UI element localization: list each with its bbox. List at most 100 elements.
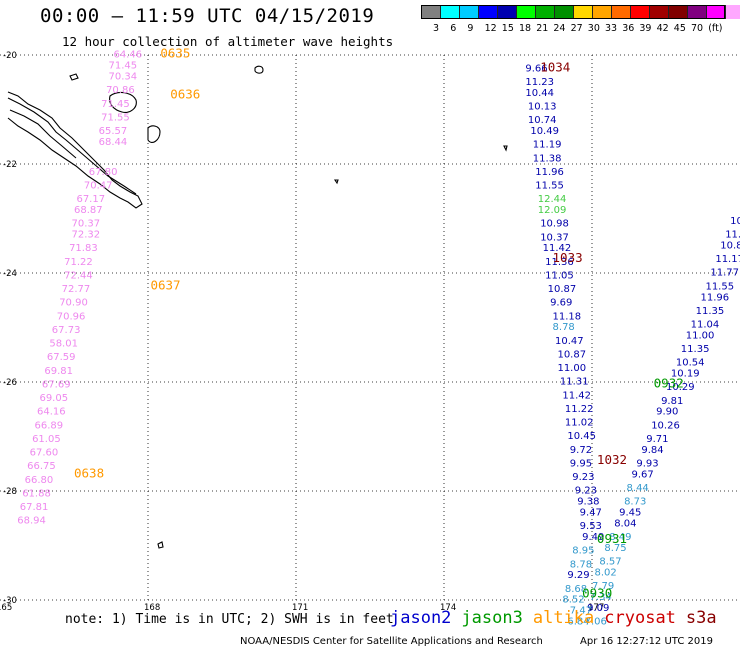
color-swatch-11 [630, 5, 649, 19]
chart-title: 00:00 — 11:59 UTC 04/15/2019 [40, 5, 375, 27]
color-swatch-16 [725, 5, 740, 19]
s3a-obs-27: 11.02 [565, 418, 594, 429]
s3a-obs-28: 10.45 [567, 431, 596, 442]
s3a-obs-33: 9.38 [577, 497, 599, 508]
s3a-obs-36: 9.49 [582, 532, 604, 543]
altika-obs-26: 64.16 [37, 407, 66, 418]
jason3-obs-27: 8.57 [599, 557, 621, 568]
jason3-obs-26: 8.75 [604, 543, 626, 554]
reef-outline [7, 97, 137, 195]
jason3-obs-13: 10.29 [666, 382, 695, 393]
altika-obs-0: 64.46 [113, 50, 142, 61]
loyalty-island-2 [147, 125, 161, 143]
altika-obs-23: 69.81 [44, 366, 73, 377]
s3a-obs-15: 11.36 [545, 257, 574, 268]
altika-obs-10: 67.17 [76, 194, 105, 205]
altika-obs-13: 72.32 [72, 230, 101, 241]
s3a-obs-3: 10.13 [528, 102, 557, 113]
s3a-obs-7: 11.38 [533, 153, 562, 164]
satellite-legend: jason2 jason3 altika cryosat s3a [390, 608, 727, 628]
s3a-obs-31: 9.23 [572, 472, 594, 483]
color-tick-label-0: 3 [433, 23, 440, 34]
jason3-obs-28: 8.02 [594, 567, 616, 578]
altika-obs-11: 68.87 [74, 205, 103, 216]
s3a-obs-2: 10.44 [525, 88, 554, 99]
jason3-obs-10: 11.35 [681, 344, 710, 355]
s3a-obs-37: 8.95 [572, 546, 594, 557]
jason3-obs-29: 7.79 [592, 581, 614, 592]
x-tick-label-4: 177 [588, 603, 604, 613]
reef-outline-2 [9, 109, 77, 159]
altika-obs-1: 71.45 [109, 61, 138, 72]
altika-obs-28: 61.05 [32, 434, 61, 445]
s3a-obs-13: 10.37 [540, 232, 569, 243]
s3a-obs-24: 11.31 [560, 377, 589, 388]
satellite-legend-altika: altika [532, 608, 595, 628]
satellite-legend-jason2: jason2 [390, 608, 452, 628]
s3a-obs-1: 11.23 [525, 77, 554, 88]
x-tick-label-2: 171 [292, 603, 308, 613]
footer-timestamp: Apr 16 12:27:12 UTC 2019 [580, 636, 713, 647]
s3a-obs-12: 10.98 [540, 219, 569, 230]
altika-obs-6: 65.57 [99, 126, 128, 137]
s3a-obs-5: 10.49 [530, 126, 559, 137]
y-tick-label-5: -30 [3, 596, 17, 606]
jason3-obs-5: 11.55 [705, 281, 734, 292]
jason3-obs-15: 9.90 [656, 407, 678, 418]
s3a-obs-26: 11.22 [565, 404, 594, 415]
s3a-obs-30: 9.95 [570, 458, 592, 469]
color-swatch-5 [516, 5, 535, 19]
color-tick-label-9: 30 [587, 23, 600, 34]
jason3-obs-11: 10.54 [676, 358, 705, 369]
altika-obs-12: 70.37 [72, 219, 101, 230]
jason3-obs-32: 7.06 [585, 617, 607, 628]
s3a-obs-6: 11.19 [533, 140, 562, 151]
altika-obs-4: 71.45 [101, 99, 130, 110]
altika-obs-25: 69.05 [39, 393, 68, 404]
s3a-obs-14: 11.42 [543, 243, 572, 254]
color-tick-label-3: 12 [484, 23, 497, 34]
altika-obs-15: 71.22 [64, 257, 93, 268]
footer-credit: NOAA/NESDIS Center for Satellite Applica… [240, 636, 543, 647]
jason3-obs-22: 8.73 [624, 497, 646, 508]
altika-obs-3: 70.86 [106, 85, 135, 96]
color-tick-label-4: 15 [501, 23, 514, 34]
s3a-obs-10: 12.44 [538, 194, 567, 205]
color-tick-label-15: 70 [691, 23, 704, 34]
grid-lines [0, 54, 740, 601]
s3a-obs-41: 8.52 [562, 595, 584, 606]
color-swatch-7 [554, 5, 573, 19]
s3a-obs-11: 12.09 [538, 205, 567, 216]
color-tick-label-14: 45 [673, 23, 686, 34]
color-swatch-10 [611, 5, 630, 19]
altika-obs-22: 67.59 [47, 352, 76, 363]
note-text: note: 1) Time is in UTC; 2) SWH is in fe… [65, 612, 394, 627]
s3a-obs-17: 10.87 [548, 284, 577, 295]
altika-obs-5: 71.55 [101, 112, 130, 123]
altika-obs-19: 70.96 [57, 311, 86, 322]
satellite-legend-s3a: s3a [685, 608, 717, 628]
color-tick-label-8: 27 [570, 23, 583, 34]
color-tick-label-12: 39 [639, 23, 652, 34]
track-time-4: 1034 [540, 59, 570, 74]
jason3-obs-31: 9.09 [587, 603, 609, 614]
jason3-obs-3: 11.17 [715, 254, 740, 265]
island-small-5 [333, 179, 339, 185]
s3a-obs-0: 9.66 [525, 63, 547, 74]
island-small-3 [157, 541, 164, 549]
color-tick-label-10: 33 [605, 23, 618, 34]
color-swatch-14 [687, 5, 706, 19]
s3a-obs-25: 11.42 [562, 390, 591, 401]
s3a-obs-40: 8.68 [565, 584, 587, 595]
jason3-obs-33: 7.47 [570, 606, 592, 617]
jason3-obs-21: 8.44 [627, 483, 649, 494]
chart-subtitle: 12 hour collection of altimeter wave hei… [62, 34, 394, 49]
altika-obs-9: 70.47 [84, 181, 113, 192]
track-time-labels: 0635 0636 0637 0638 1034 1033 1032 0932 0931 0930 [74, 46, 684, 601]
jason3-obs-25: 8.49 [609, 532, 631, 543]
jason3-obs-23: 9.45 [619, 508, 641, 519]
jason3-obs-30: 7.34 [590, 592, 612, 603]
jason3-obs-24: 8.04 [614, 518, 636, 529]
color-scale-frame [421, 5, 725, 19]
